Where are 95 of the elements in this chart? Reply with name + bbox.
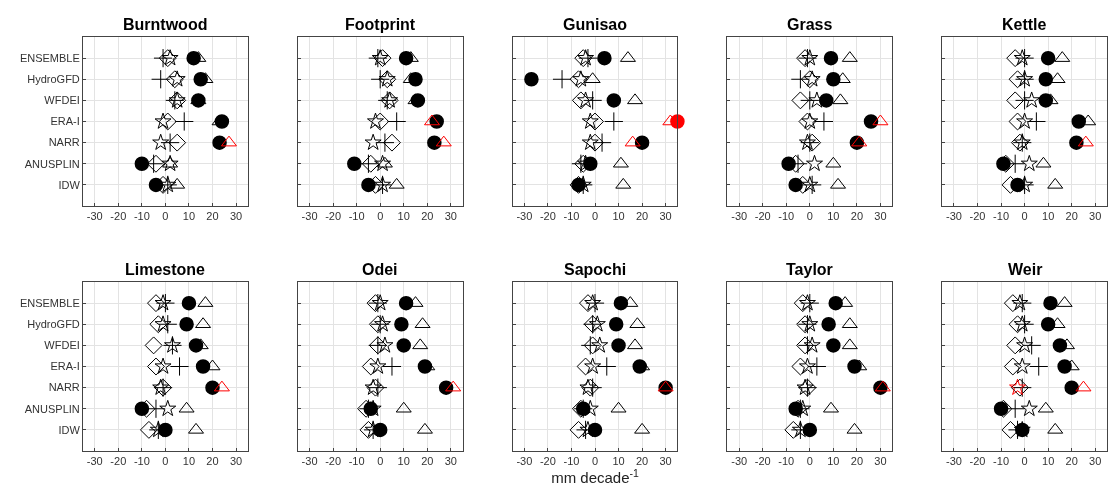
- x-tick-label: 10: [397, 210, 410, 223]
- x-tick-label: -20: [539, 455, 556, 468]
- x-tick-label: 30: [1089, 455, 1102, 468]
- y-tick-label: ANUSPLIN: [24, 157, 80, 170]
- x-tick-label: 30: [444, 210, 457, 223]
- y-tick-label: WFDEI: [44, 94, 80, 107]
- y-tick-label: IDW: [58, 423, 81, 436]
- x-tick-label: -30: [731, 210, 748, 223]
- x-tick-label: -10: [993, 210, 1010, 223]
- x-tick-label: -10: [133, 455, 150, 468]
- x-tick-label: 30: [1089, 210, 1102, 223]
- x-tick-label: 0: [377, 210, 384, 223]
- x-tick-label: -10: [348, 210, 365, 223]
- x-tick-label: -10: [348, 455, 365, 468]
- y-tick-label: ERA-I: [50, 115, 80, 128]
- x-tick-label: -30: [86, 455, 103, 468]
- x-tick-label: 30: [874, 210, 887, 223]
- x-tick-label: 30: [444, 455, 457, 468]
- x-axis-title: mm decade$^{-1}$: [551, 467, 640, 487]
- chart-title: Weir: [1008, 261, 1043, 278]
- x-tick-label: -10: [778, 455, 795, 468]
- y-tick-label: ENSEMBLE: [19, 296, 80, 309]
- chart-title: Kettle: [1002, 16, 1047, 33]
- x-tick-label: 20: [206, 455, 219, 468]
- x-tick-label: 30: [229, 210, 243, 223]
- x-tick-label: 10: [1042, 455, 1055, 468]
- x-tick-label: -30: [301, 210, 318, 223]
- x-tick-label: 0: [162, 210, 169, 223]
- y-tick-label: NARR: [48, 136, 80, 149]
- x-tick-label: 30: [229, 455, 243, 468]
- x-tick-label: 0: [1021, 210, 1028, 223]
- x-tick-label: -30: [946, 455, 962, 468]
- x-tick-label: -30: [86, 210, 103, 223]
- x-tick-label: -30: [516, 210, 533, 223]
- x-tick-label: 20: [421, 210, 434, 223]
- x-tick-label: 20: [1065, 455, 1078, 468]
- y-tick-label: HydroGFD: [27, 73, 80, 86]
- x-tick-label: 0: [1021, 455, 1028, 468]
- x-tick-label: 20: [850, 210, 864, 223]
- x-tick-label: 0: [591, 455, 599, 468]
- y-tick-label: ENSEMBLE: [19, 51, 80, 64]
- x-tick-label: 0: [162, 455, 169, 468]
- chart-title: Grass: [787, 16, 833, 33]
- x-tick-label: 10: [1042, 210, 1055, 223]
- y-tick-label: IDW: [58, 178, 81, 191]
- chart-title: Taylor: [786, 261, 833, 278]
- x-tick-label: -10: [563, 210, 580, 223]
- x-tick-label: -20: [969, 455, 986, 468]
- x-tick-label: 20: [421, 455, 434, 468]
- x-tick-label: -20: [754, 210, 771, 223]
- x-tick-label: -10: [133, 210, 150, 223]
- x-tick-label: -20: [969, 210, 986, 223]
- x-tick-label: -30: [946, 210, 962, 223]
- x-tick-label: -20: [325, 210, 342, 223]
- x-tick-label: 0: [806, 210, 813, 223]
- chart-title: Limestone: [125, 261, 206, 278]
- x-tick-label: -20: [110, 455, 127, 468]
- x-tick-label: 10: [397, 455, 410, 468]
- x-tick-label: -30: [516, 455, 533, 468]
- chart-title: Gunisao: [563, 16, 628, 33]
- x-tick-label: 0: [806, 455, 813, 468]
- x-tick-label: 30: [874, 455, 887, 468]
- x-tick-label: -10: [993, 455, 1010, 468]
- x-tick-label: -20: [539, 210, 556, 223]
- y-tick-label: WFDEI: [44, 339, 80, 352]
- x-tick-label: -30: [301, 455, 318, 468]
- x-tick-label: -10: [563, 455, 580, 468]
- x-tick-label: 10: [612, 455, 625, 468]
- x-tick-label: 10: [827, 210, 840, 223]
- x-tick-label: 10: [182, 210, 196, 223]
- x-tick-label: 0: [591, 210, 599, 223]
- y-tick-label: ANUSPLIN: [24, 402, 80, 415]
- x-tick-label: 20: [1065, 210, 1078, 223]
- chart-title: Burntwood: [123, 16, 208, 33]
- chart-title: Odei: [362, 261, 398, 278]
- x-tick-label: -10: [778, 210, 795, 223]
- chart-title: Sapochi: [564, 261, 627, 278]
- x-tick-label: 30: [659, 210, 672, 223]
- x-tick-label: 10: [827, 455, 840, 468]
- x-tick-label: 20: [850, 455, 864, 468]
- x-tick-label: 20: [635, 455, 649, 468]
- x-tick-label: -20: [110, 210, 127, 223]
- x-tick-label: 30: [659, 455, 672, 468]
- y-tick-label: NARR: [48, 381, 80, 394]
- x-tick-label: 10: [612, 210, 625, 223]
- x-tick-label: 20: [635, 210, 649, 223]
- x-tick-label: 20: [206, 210, 219, 223]
- x-tick-label: -20: [325, 455, 342, 468]
- x-tick-label: -30: [731, 455, 748, 468]
- y-tick-label: HydroGFD: [27, 318, 80, 331]
- y-tick-label: ERA-I: [50, 360, 80, 373]
- x-tick-label: -20: [754, 455, 771, 468]
- x-tick-label: 10: [182, 455, 196, 468]
- x-tick-label: 0: [377, 455, 384, 468]
- chart-title: Footprint: [345, 16, 416, 33]
